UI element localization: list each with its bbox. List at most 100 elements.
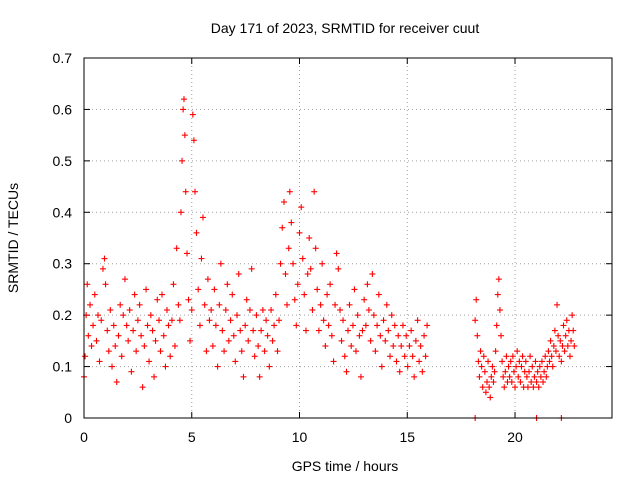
data-point xyxy=(296,229,303,236)
data-point xyxy=(569,312,576,319)
data-point xyxy=(367,337,374,344)
data-point xyxy=(324,291,331,298)
data-point xyxy=(311,188,318,195)
data-point xyxy=(128,368,135,375)
data-point xyxy=(109,363,116,370)
data-point xyxy=(143,286,150,293)
data-point xyxy=(191,188,198,195)
data-point xyxy=(421,332,428,339)
data-point xyxy=(396,368,403,375)
data-point xyxy=(524,384,531,391)
data-point xyxy=(507,358,514,365)
data-point xyxy=(167,353,174,360)
data-point xyxy=(319,260,326,267)
data-point xyxy=(519,353,526,360)
data-point xyxy=(556,353,563,360)
data-point xyxy=(403,332,410,339)
data-point xyxy=(160,332,167,339)
data-point xyxy=(259,307,266,313)
data-point xyxy=(237,327,244,334)
data-point xyxy=(240,373,247,380)
data-point xyxy=(208,307,215,313)
x-tick-label: 5 xyxy=(188,429,196,445)
data-point xyxy=(492,348,499,355)
data-point xyxy=(95,312,102,319)
x-tick-labels: 0 5 10 15 20 xyxy=(80,429,523,445)
data-point xyxy=(485,358,492,365)
data-point xyxy=(180,96,187,103)
data-point xyxy=(163,307,170,313)
data-point xyxy=(535,384,542,391)
data-point xyxy=(195,286,202,293)
data-point xyxy=(568,337,575,344)
data-point xyxy=(291,296,298,303)
data-point xyxy=(404,363,411,370)
data-point xyxy=(136,301,143,308)
data-point xyxy=(352,348,359,355)
data-point xyxy=(496,307,503,313)
data-point xyxy=(120,312,127,319)
y-tick-labels: 0 0.1 0.2 0.3 0.4 0.5 0.6 0.7 xyxy=(53,50,73,426)
data-point xyxy=(527,353,534,360)
data-point xyxy=(333,250,340,257)
data-point xyxy=(482,389,489,396)
data-point xyxy=(238,348,245,355)
y-tick-label: 0.4 xyxy=(53,204,73,220)
data-point xyxy=(349,322,356,329)
data-point xyxy=(325,322,332,329)
data-point xyxy=(245,337,252,344)
data-point xyxy=(187,337,194,344)
data-point xyxy=(146,358,153,365)
data-point xyxy=(170,281,177,288)
data-point xyxy=(113,379,120,385)
data-point xyxy=(345,327,351,334)
data-point xyxy=(299,255,306,262)
data-point xyxy=(179,157,186,164)
data-point xyxy=(266,363,273,370)
data-point xyxy=(531,373,538,380)
data-point xyxy=(564,343,571,349)
data-point xyxy=(571,343,578,349)
data-point xyxy=(417,343,424,349)
data-point xyxy=(301,291,308,298)
data-point xyxy=(387,353,394,360)
data-point xyxy=(370,312,377,319)
data-point xyxy=(558,358,565,365)
data-point xyxy=(414,317,421,324)
data-point xyxy=(548,353,555,360)
data-point xyxy=(377,332,384,339)
data-point xyxy=(134,317,141,324)
data-point xyxy=(88,343,95,349)
data-point xyxy=(177,209,184,216)
data-point xyxy=(566,353,573,360)
data-point xyxy=(176,317,183,324)
data-point xyxy=(206,317,213,324)
data-point xyxy=(356,332,363,339)
data-point xyxy=(398,343,405,349)
data-point xyxy=(149,327,156,334)
data-point xyxy=(357,373,364,380)
data-point xyxy=(395,332,402,339)
data-point xyxy=(478,363,485,370)
data-point xyxy=(346,301,353,308)
data-point xyxy=(500,373,507,380)
data-point xyxy=(152,337,159,344)
data-point xyxy=(495,276,502,283)
data-point xyxy=(314,286,321,293)
x-tick-label: 0 xyxy=(80,429,88,445)
data-point xyxy=(285,245,292,252)
data-point xyxy=(563,317,570,324)
data-point xyxy=(570,327,577,334)
data-point xyxy=(171,343,178,349)
data-point xyxy=(494,291,501,298)
data-point xyxy=(104,327,111,334)
data-point xyxy=(510,368,517,375)
data-point xyxy=(479,384,486,391)
data-point xyxy=(498,332,505,339)
data-point xyxy=(139,384,146,391)
data-point xyxy=(542,353,549,360)
data-point xyxy=(490,379,497,385)
data-point xyxy=(369,271,376,277)
data-point xyxy=(198,255,205,262)
